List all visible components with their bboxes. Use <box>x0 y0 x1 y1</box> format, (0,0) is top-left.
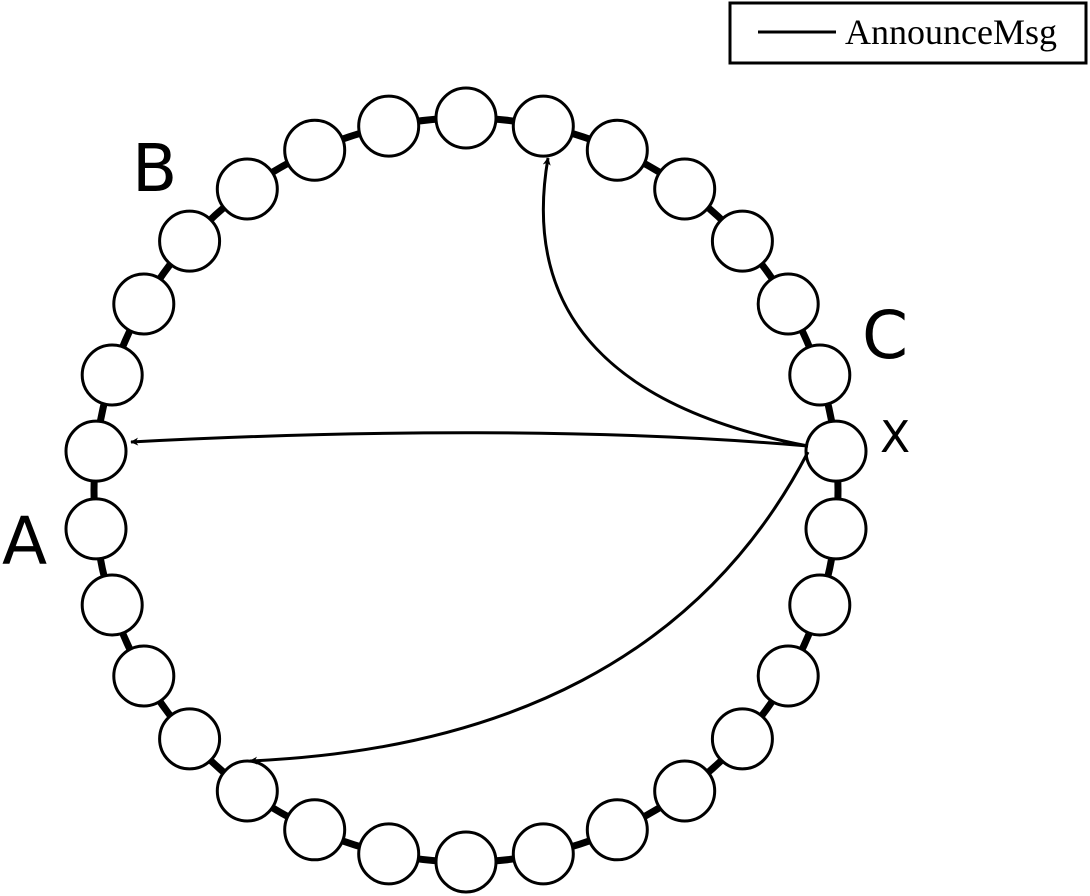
arrow-to-a <box>131 433 808 446</box>
ring-node <box>66 499 126 559</box>
legend: AnnounceMsg <box>730 3 1086 63</box>
ring-node <box>82 345 142 405</box>
ring-node <box>806 421 866 481</box>
ring-node <box>758 274 818 334</box>
ring-node <box>436 88 496 148</box>
ring-node <box>217 159 277 219</box>
ring-node <box>436 832 496 892</box>
label-x: X <box>880 412 910 463</box>
ring-node <box>359 824 419 884</box>
ring-node <box>217 761 277 821</box>
ring-node <box>114 646 174 706</box>
ring-node <box>587 800 647 860</box>
ring-node <box>513 96 573 156</box>
label-c: C <box>862 297 908 374</box>
ring-node <box>712 709 772 769</box>
ring-node <box>114 274 174 334</box>
ring-node <box>160 211 220 271</box>
ring-node <box>160 709 220 769</box>
ring-node <box>587 120 647 180</box>
ring-node <box>655 761 715 821</box>
ring-node <box>285 800 345 860</box>
ring-node <box>513 824 573 884</box>
ring-node <box>790 575 850 635</box>
ring-nodes <box>66 88 866 892</box>
ring-node <box>82 575 142 635</box>
ring-node <box>285 120 345 180</box>
ring-node <box>655 159 715 219</box>
label-b: B <box>132 130 177 207</box>
announce-arrows <box>131 158 808 761</box>
ring-node <box>712 211 772 271</box>
ring-node <box>790 345 850 405</box>
ring-node <box>66 421 126 481</box>
legend-label: AnnounceMsg <box>845 12 1057 52</box>
ring-node <box>359 96 419 156</box>
label-a: A <box>2 503 47 580</box>
ring-node <box>806 499 866 559</box>
ring-node <box>758 646 818 706</box>
